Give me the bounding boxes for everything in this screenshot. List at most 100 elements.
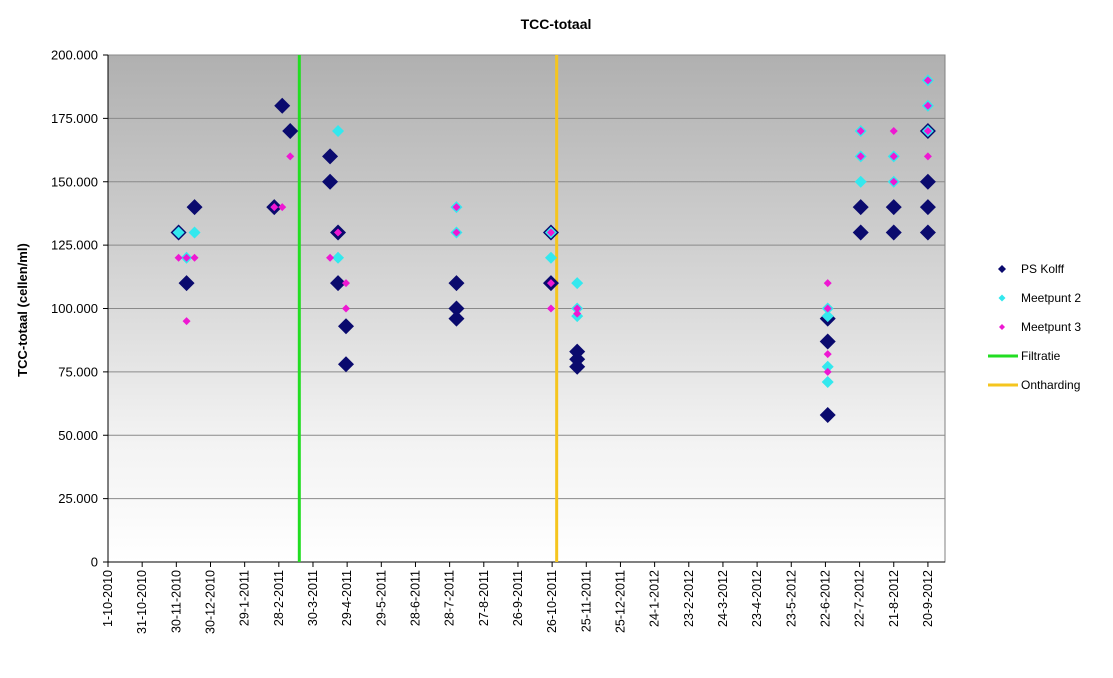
- legend-marker-ps-kolff: [998, 265, 1006, 273]
- data-point: [923, 76, 932, 85]
- x-tick-label: 21-8-2012: [887, 570, 901, 627]
- y-tick-label: 200.000: [51, 48, 98, 63]
- x-tick-label: 31-10-2010: [135, 570, 149, 634]
- data-point: [448, 300, 465, 317]
- data-point: [190, 253, 199, 262]
- data-point: [919, 199, 936, 216]
- y-tick-labels: 0 25.000 50.000 75.000 100.000 125.000 150.000…: [51, 48, 98, 570]
- y-tick-label: 175.000: [51, 111, 98, 126]
- legend-label-ontharding: Ontharding: [1021, 378, 1080, 392]
- legend-marker-meetpunt-2: [998, 294, 1006, 302]
- data-point: [923, 152, 932, 161]
- data-point: [856, 127, 865, 136]
- data-point: [889, 177, 898, 186]
- data-point: [332, 125, 345, 138]
- x-tick-label: 30-3-2011: [306, 570, 320, 626]
- data-point: [573, 309, 582, 318]
- x-tick-label: 29-4-2011: [340, 570, 354, 626]
- y-tick-label: 75.000: [58, 364, 98, 379]
- x-tick-label: 26-10-2011: [545, 570, 559, 633]
- x-tick-label: 27-8-2011: [477, 570, 491, 626]
- data-point: [342, 279, 351, 288]
- data-point: [278, 203, 287, 212]
- data-point: [854, 175, 867, 188]
- data-point: [546, 279, 555, 288]
- data-point: [282, 123, 299, 140]
- x-tick-label: 29-1-2011: [238, 570, 252, 626]
- legend-marker-meetpunt-3: [999, 324, 1005, 330]
- legend-label-meetpunt-2: Meetpunt 2: [1021, 291, 1081, 305]
- data-point: [188, 226, 201, 239]
- legend-label-filtratie: Filtratie: [1021, 349, 1061, 363]
- data-point: [448, 310, 465, 327]
- x-tick-label: 28-2-2011: [272, 570, 286, 626]
- data-point: [334, 228, 343, 237]
- data-point: [856, 152, 865, 161]
- data-point: [852, 199, 869, 216]
- data-point: [186, 199, 203, 216]
- data-point: [823, 304, 832, 313]
- data-point: [919, 224, 936, 241]
- data-point: [889, 152, 898, 161]
- legend: PS Kolff Meetpunt 2 Meetpunt 3 Filtratie Ont…: [988, 262, 1081, 392]
- data-point: [330, 275, 347, 292]
- x-tick-label: 23-2-2012: [682, 570, 696, 627]
- x-tick-label: 22-7-2012: [853, 570, 867, 627]
- data-point: [322, 173, 339, 190]
- data-point: [452, 228, 461, 237]
- data-point: [342, 304, 351, 313]
- x-tick-label: 23-4-2012: [750, 570, 764, 627]
- data-point: [819, 333, 836, 350]
- x-tick-label: 24-3-2012: [716, 570, 730, 627]
- legend-label-ps-kolff: PS Kolff: [1021, 262, 1065, 276]
- y-axis-label: TCC-totaal (cellen/ml): [15, 243, 30, 377]
- data-point: [823, 367, 832, 376]
- data-point: [821, 360, 834, 373]
- x-tick-label: 25-12-2011: [613, 570, 627, 633]
- x-tick-label: 1-10-2010: [101, 570, 115, 627]
- data-point: [322, 148, 339, 165]
- data-point: [546, 304, 555, 313]
- x-tick-label: 20-9-2012: [921, 570, 935, 627]
- x-tick-label: 25-11-2011: [579, 570, 593, 632]
- x-tick-label: 30-12-2010: [203, 570, 217, 634]
- data-point: [923, 127, 932, 136]
- data-point: [546, 228, 555, 237]
- y-tick-label: 125.000: [51, 238, 98, 253]
- series-meetpunt-3: [174, 76, 932, 376]
- data-point: [182, 317, 191, 326]
- data-point: [821, 310, 834, 323]
- data-point: [174, 253, 183, 262]
- data-point: [819, 406, 836, 423]
- x-tick-label: 26-9-2011: [511, 570, 525, 626]
- data-point: [338, 318, 355, 335]
- data-point: [571, 277, 584, 290]
- data-point: [852, 224, 869, 241]
- x-tick-label: 28-7-2011: [443, 570, 457, 626]
- y-tick-label: 50.000: [58, 428, 98, 443]
- grid-lines: [103, 54, 945, 563]
- x-tick-labels: 1-10-2010 31-10-2010 30-11-2010 30-12-2010 2…: [101, 562, 935, 634]
- chart-title: TCC-totaal: [521, 16, 592, 32]
- y-tick-label: 0: [91, 555, 98, 570]
- data-point: [885, 224, 902, 241]
- y-tick-label: 150.000: [51, 174, 98, 189]
- data-point: [889, 127, 898, 136]
- data-point: [338, 356, 355, 373]
- data-point: [885, 199, 902, 216]
- y-tick-label: 100.000: [51, 301, 98, 316]
- data-point: [178, 275, 195, 292]
- data-points: [170, 74, 936, 423]
- data-point: [823, 350, 832, 359]
- data-point: [172, 226, 185, 239]
- x-tick-label: 24-1-2012: [648, 570, 662, 627]
- x-tick-label: 28-6-2011: [408, 570, 422, 626]
- data-point: [919, 173, 936, 190]
- x-tick-label: 30-11-2010: [169, 570, 183, 633]
- data-point: [332, 251, 345, 264]
- data-point: [182, 253, 191, 262]
- series-ps-kolff: [170, 97, 936, 423]
- data-point: [448, 275, 465, 292]
- x-tick-label: 29-5-2011: [374, 570, 388, 626]
